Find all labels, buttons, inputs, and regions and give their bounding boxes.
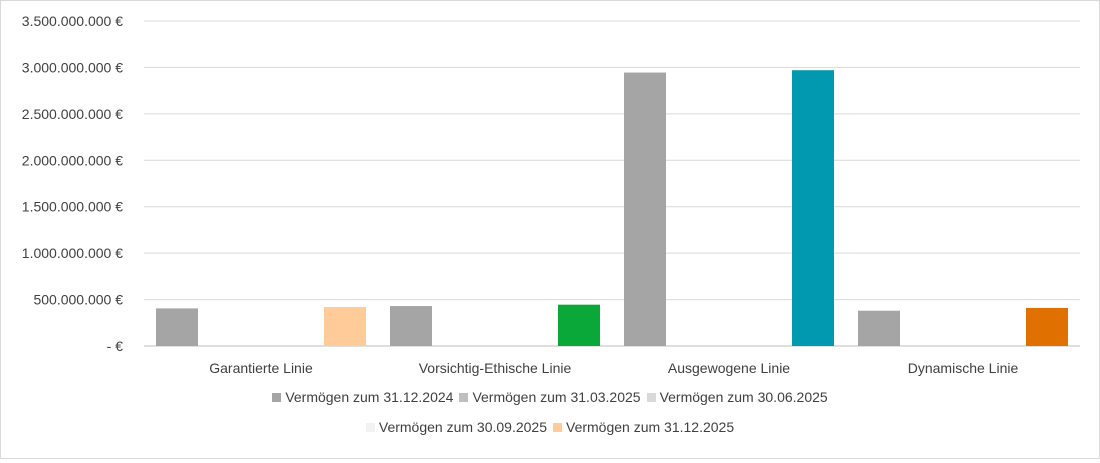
legend-item-series-0: Vermögen zum 31.12.2024	[272, 389, 453, 405]
bar	[858, 310, 900, 346]
legend-label: Vermögen zum 30.09.2025	[378, 419, 547, 435]
legend-label: Vermögen zum 31.03.2025	[472, 389, 641, 405]
y-axis-tick-labels: - € 500.000.000 € 1.000.000.000 € 1.500.000…	[22, 13, 123, 354]
legend-swatch	[365, 422, 375, 432]
y-tick-label: 3.500.000.000 €	[22, 13, 123, 29]
legend-swatch	[459, 392, 469, 402]
x-axis-category-labels: Garantierte Linie Vorsichtig-Ethische Lin…	[209, 360, 1018, 376]
y-tick-label: 2.500.000.000 €	[22, 106, 123, 122]
legend-row-1: Vermögen zum 31.12.2024 Vermögen zum 31.…	[1, 389, 1099, 405]
bar	[324, 307, 366, 346]
legend-swatch	[553, 422, 562, 432]
bar	[624, 72, 666, 347]
legend-item-series-3: Vermögen zum 30.09.2025	[365, 419, 547, 435]
legend-item-series-2: Vermögen zum 30.06.2025	[646, 389, 828, 405]
y-tick-label: 1.500.000.000 €	[22, 199, 123, 215]
legend-row-2: Vermögen zum 30.09.2025 Vermögen zum 31.…	[1, 419, 1099, 435]
bar	[558, 304, 600, 346]
bar	[1026, 307, 1068, 346]
y-tick-label: 1.000.000.000 €	[22, 245, 123, 261]
y-tick-label: 500.000.000 €	[33, 292, 123, 308]
legend-label: Vermögen zum 30.06.2025	[659, 389, 828, 405]
x-category-label: Vorsichtig-Ethische Linie	[419, 360, 572, 376]
gridlines	[144, 20, 1080, 347]
legend-swatch	[272, 392, 282, 402]
bars	[156, 70, 1068, 347]
legend-label: Vermögen zum 31.12.2024	[285, 389, 454, 405]
bar	[390, 306, 432, 346]
legend-swatch	[646, 392, 656, 402]
legend-item-series-1: Vermögen zum 31.03.2025	[459, 389, 641, 405]
legend-label: Vermögen zum 31.12.2025	[566, 419, 735, 435]
bar	[156, 308, 198, 346]
x-category-label: Dynamische Linie	[908, 360, 1019, 376]
bar	[792, 70, 834, 346]
legend-item-series-4: Vermögen zum 31.12.2025	[553, 419, 734, 435]
y-tick-label: 2.000.000.000 €	[22, 152, 123, 168]
y-tick-label: - €	[107, 338, 124, 354]
x-category-label: Garantierte Linie	[209, 360, 313, 376]
x-category-label: Ausgewogene Linie	[668, 360, 790, 376]
y-tick-label: 3.000.000.000 €	[22, 59, 123, 75]
